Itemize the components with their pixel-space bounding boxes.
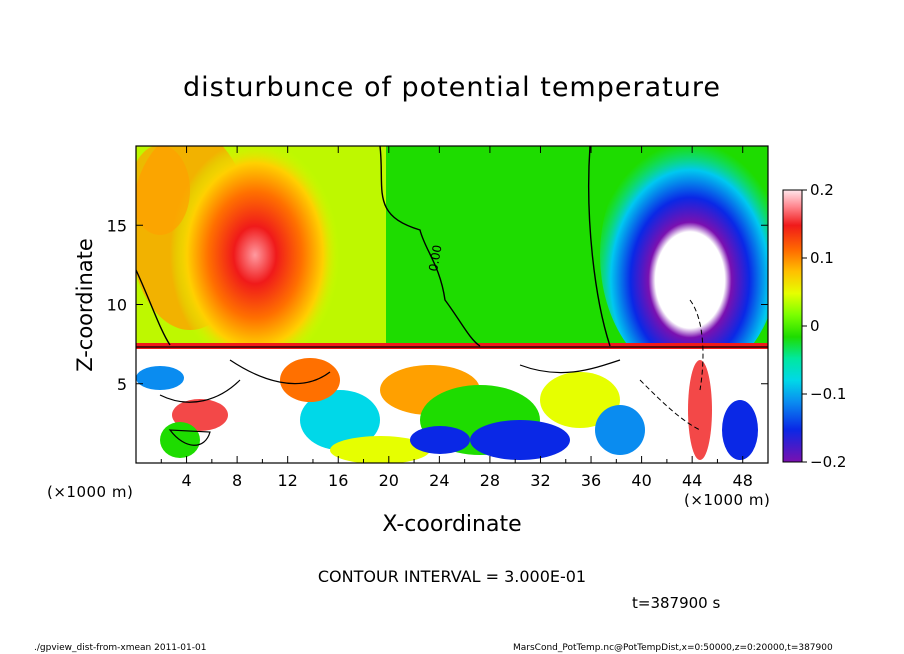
x-tick-label: 36 [581,471,601,490]
x-tick-label: 44 [682,471,702,490]
colorbar-tick-label: 0.2 [810,181,834,199]
colorbar-ticks: 0.2 0.1 0 −0.1 −0.2 [802,181,846,471]
x-tick-label: 12 [278,471,298,490]
x-tick-label: 48 [733,471,753,490]
colorbar [782,189,803,463]
y-tick-label: 15 [107,216,127,235]
heatmap-field [136,146,768,463]
colorbar-tick-label: 0 [810,317,820,335]
x-axis: 4 8 12 16 20 24 28 32 36 40 44 48 [160,146,753,490]
colorbar-tick-label: −0.1 [810,385,846,403]
x-tick-label: 28 [480,471,500,490]
x-axis-label: X-coordinate [382,512,522,537]
y-tick-label: 10 [107,296,127,315]
x-unit-right: (×1000 m) [684,491,771,509]
x-tick-label: 40 [631,471,651,490]
x-tick-label: 8 [232,471,242,490]
x-tick-label: 32 [530,471,550,490]
y-axis: 5 10 15 [107,216,768,394]
footer-source: MarsCond_PotTemp.nc@PotTempDist,x=0:5000… [513,643,833,653]
x-tick-label: 24 [429,471,449,490]
contour-label: 0.00 [426,244,444,273]
y-tick-label: 5 [117,375,127,394]
x-tick-label: 16 [328,471,348,490]
chart-title: disturbunce of potential temperature [183,72,721,103]
time-label: t=387900 s [632,594,721,612]
colorbar-tick-label: 0.1 [810,249,834,267]
x-tick-label: 20 [379,471,399,490]
footer-command: ./gpview_dist-from-xmean 2011-01-01 [34,643,207,653]
x-unit-left: (×1000 m) [47,483,134,501]
y-axis-label: Z-coordinate [73,238,97,372]
x-tick-label: 4 [181,471,191,490]
colorbar-tick-label: −0.2 [810,453,846,471]
contour-interval: CONTOUR INTERVAL = 3.000E-01 [317,567,587,586]
